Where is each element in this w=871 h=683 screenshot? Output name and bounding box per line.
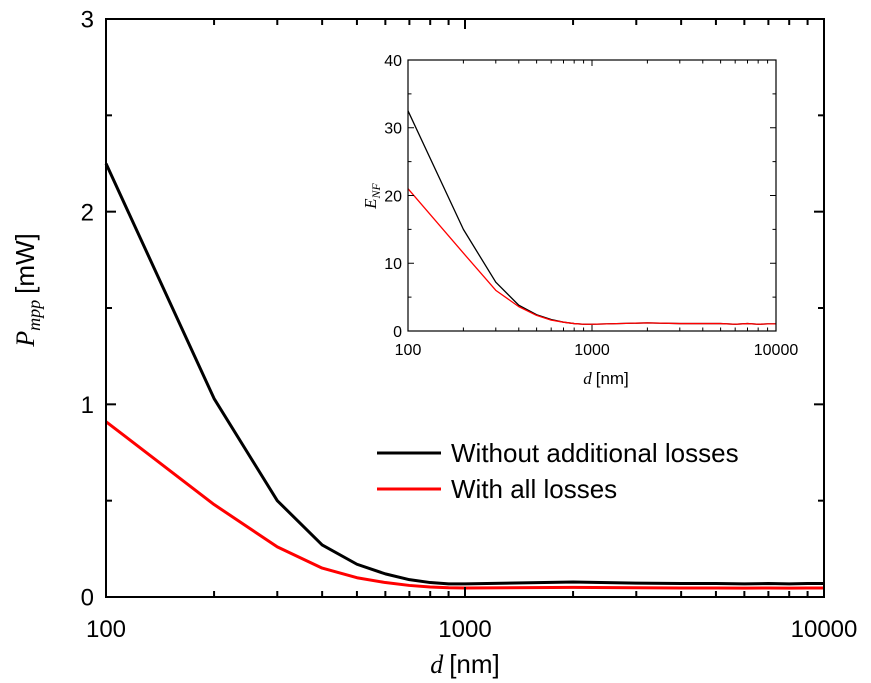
inset-tick-labels-group: 100 1000 10000 0 10 20 30 40 bbox=[384, 53, 798, 359]
inset-y-axis-label: ENF bbox=[361, 182, 383, 209]
inset-x-tick-label: 10000 bbox=[754, 342, 799, 359]
legend-label-without-additional-losses: Without additional losses bbox=[451, 438, 739, 468]
inset-x-axis-label: d [nm] bbox=[583, 369, 629, 388]
inset-x-axis-unit: [nm] bbox=[596, 369, 629, 388]
inset-y-tick-label: 20 bbox=[384, 188, 402, 205]
main-x-tick-label: 100 bbox=[86, 616, 126, 643]
main-x-axis-unit: [nm] bbox=[449, 649, 500, 679]
inset-x-tick-label: 100 bbox=[395, 342, 422, 359]
main-y-axis-sub: mpp bbox=[24, 300, 44, 331]
inset-x-tick-label: 1000 bbox=[574, 342, 610, 359]
inset-y-tick-label: 0 bbox=[393, 324, 402, 341]
main-y-tick-label: 1 bbox=[81, 392, 94, 419]
main-x-axis-label: d [nm] bbox=[430, 649, 500, 679]
main-ticks-group bbox=[105, 18, 825, 598]
legend: Without additional losses With all losse… bbox=[377, 438, 739, 504]
main-x-axis-var: d bbox=[430, 650, 444, 679]
main-y-axis-var: P bbox=[11, 331, 40, 348]
inset-series-group bbox=[407, 110, 776, 325]
inset-series-line-red bbox=[407, 188, 776, 325]
main-x-tick-label: 1000 bbox=[438, 616, 491, 643]
inset-y-tick-label: 10 bbox=[384, 256, 402, 273]
inset-plot: 100 1000 10000 0 10 20 30 40 d [nm] ENF bbox=[361, 53, 798, 388]
inset-y-axis-sub: NF bbox=[369, 182, 383, 199]
main-x-tick-label: 10000 bbox=[791, 616, 858, 643]
inset-y-tick-label: 40 bbox=[384, 53, 402, 70]
main-y-tick-label: 3 bbox=[81, 7, 94, 34]
inset-x-axis-var: d bbox=[583, 369, 592, 388]
inset-ticks-group bbox=[407, 59, 777, 332]
main-y-tick-label: 2 bbox=[81, 199, 94, 226]
main-y-tick-label: 0 bbox=[81, 585, 94, 612]
main-y-axis-label: Pmpp [mW] bbox=[10, 233, 44, 348]
legend-label-with-all-losses: With all losses bbox=[451, 474, 617, 504]
main-series-line-without-additional-losses bbox=[104, 162, 824, 586]
main-y-axis-unit: [mW] bbox=[10, 233, 40, 294]
inset-background bbox=[408, 60, 776, 331]
inset-y-axis-var: E bbox=[361, 198, 380, 210]
inset-y-tick-label: 30 bbox=[384, 121, 402, 138]
